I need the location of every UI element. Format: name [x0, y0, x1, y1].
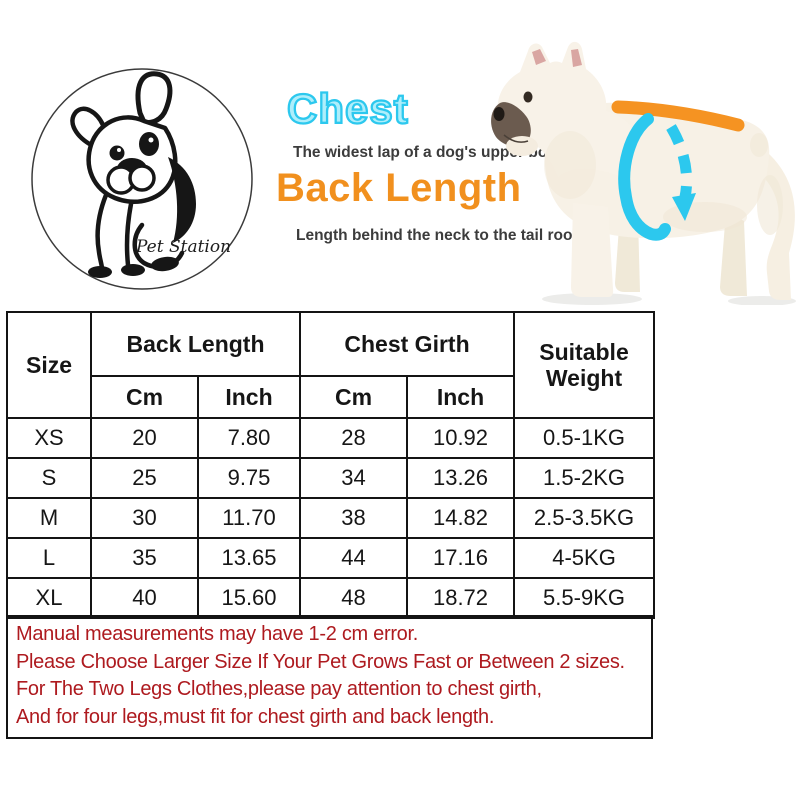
cell-back-cm: 25: [90, 457, 199, 499]
cell-chest-cm: 34: [299, 457, 408, 499]
cell-chest-inch: 17.16: [405, 537, 516, 579]
chest-girth-arrow-icon: [672, 193, 696, 221]
cell-size: M: [6, 497, 92, 539]
cell-weight: 2.5-3.5KG: [513, 497, 656, 539]
cell-chest-inch: 14.82: [405, 497, 516, 539]
bulldog-line-drawing-icon: [31, 68, 253, 290]
cell-weight: 4-5KG: [513, 537, 656, 579]
brand-name: Pet Station: [136, 237, 232, 257]
cell-chest-inch: 18.72: [405, 577, 516, 619]
header-chest-inch: Inch: [405, 375, 516, 419]
cell-chest-inch: 13.26: [405, 457, 516, 499]
table-row: XL 40 15.60 48 18.72 5.5-9KG: [6, 577, 656, 619]
note-line: And for four legs,must fit for chest gir…: [16, 705, 495, 728]
header-chest-girth: Chest Girth: [298, 311, 516, 377]
table-subheader-row: Cm Inch Cm Inch: [7, 375, 654, 419]
cell-size: S: [6, 457, 92, 499]
back-length-description: Length behind the neck to the tail root.: [296, 227, 582, 244]
cell-chest-cm: 44: [299, 537, 408, 579]
cell-back-cm: 20: [90, 417, 199, 459]
header-back-cm: Cm: [90, 375, 199, 419]
cell-back-cm: 30: [90, 497, 199, 539]
table-row: M 30 11.70 38 14.82 2.5-3.5KG: [6, 497, 656, 539]
cell-back-cm: 35: [90, 537, 199, 579]
note-line: For The Two Legs Clothes,please pay atte…: [16, 678, 542, 700]
chest-heading: Chest: [286, 85, 409, 132]
note-line: Manual measurements may have 1-2 cm erro…: [16, 623, 419, 645]
header-back-length: Back Length: [90, 311, 301, 377]
header-chest-cm: Cm: [299, 375, 408, 419]
chest-girth-band: [618, 113, 671, 241]
chest-girth-dashed-line: [666, 124, 693, 199]
bulldog-measurement-illustration: [491, 41, 796, 306]
brand-logo: Pet Station: [30, 67, 254, 291]
back-length-line: [611, 100, 745, 132]
cell-size: XS: [6, 417, 92, 459]
header-size: Size: [6, 311, 92, 419]
cell-chest-cm: 28: [299, 417, 408, 459]
cell-back-cm: 40: [90, 577, 199, 619]
cell-back-inch: 11.70: [197, 497, 301, 539]
table-row: L 35 13.65 44 17.16 4-5KG: [6, 537, 656, 579]
cell-back-inch: 9.75: [197, 457, 301, 499]
cell-back-inch: 7.80: [197, 417, 301, 459]
cell-size: L: [6, 537, 92, 579]
header-back-inch: Inch: [197, 375, 301, 419]
table-header-row: Size Back Length Chest Girth Suitable We…: [6, 311, 656, 419]
note-line: Please Choose Larger Size If Your Pet Gr…: [16, 650, 625, 673]
cell-weight: 1.5-2KG: [513, 457, 656, 499]
cell-weight: 0.5-1KG: [513, 417, 656, 459]
cell-back-inch: 15.60: [197, 577, 301, 619]
cell-back-inch: 13.65: [197, 537, 301, 579]
table-row: XS 20 7.80 28 10.92 0.5-1KG: [6, 417, 656, 459]
back-length-heading: Back Length: [276, 166, 522, 210]
header-suitable-weight: Suitable Weight: [513, 311, 656, 419]
size-chart-table: Size Back Length Chest Girth Suitable We…: [6, 311, 656, 619]
cell-chest-inch: 10.92: [405, 417, 516, 459]
cell-chest-cm: 38: [299, 497, 408, 539]
measurement-notes: Manual measurements may have 1-2 cm erro…: [6, 615, 653, 739]
table-row: S 25 9.75 34 13.26 1.5-2KG: [6, 457, 656, 499]
cell-size: XL: [6, 577, 92, 619]
chest-description: The widest lap of a dog's upper body.: [293, 144, 569, 161]
dog-photo: [470, 15, 800, 306]
cell-weight: 5.5-9KG: [513, 577, 656, 619]
cell-chest-cm: 48: [299, 577, 408, 619]
